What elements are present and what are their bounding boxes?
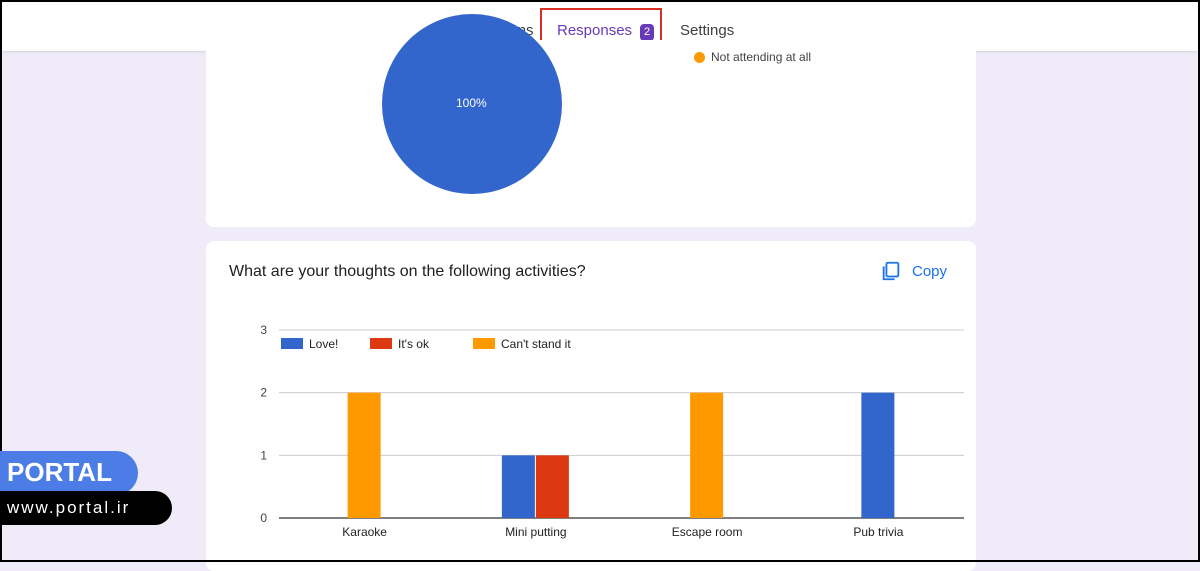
activities-question-card [206,241,976,571]
y-tick-label: 3 [260,323,267,337]
x-tick-label: Karaoke [342,525,387,539]
question-title: What are your thoughts on the following … [229,263,586,280]
tab-settings[interactable]: Settings [680,22,735,39]
bar [347,392,381,518]
legend-label: Love! [309,337,338,351]
legend-swatch [473,338,495,349]
legend-swatch [370,338,392,349]
x-tick-label: Pub trivia [853,525,903,539]
bar [535,455,569,518]
bar [861,392,895,518]
portal-watermark: PORTAL [0,451,138,495]
x-tick-label: Escape room [672,525,743,539]
bar [501,455,535,518]
bar [690,392,724,518]
y-tick-label: 1 [260,448,267,462]
copy-button[interactable]: Copy [880,260,947,282]
x-tick-label: Mini putting [505,525,566,539]
portal-url-watermark: www.portal.ir [0,491,172,525]
legend-label-not-attending: Not attending at all [711,50,812,64]
legend-label: It's ok [398,337,430,351]
y-tick-label: 0 [260,511,267,525]
copy-icon [882,261,900,281]
pie-chart-card [206,40,976,227]
legend-label: Can't stand it [501,337,571,351]
portal-url: www.portal.ir [7,498,131,517]
bar-chart-svg: 0 1 2 3 Karaoke Mini putting Escape room Pub tr… [260,323,964,539]
y-tick-label: 2 [260,386,267,400]
legend-dot-not-attending [694,52,705,63]
legend-swatch [281,338,303,349]
portal-brand: PORTAL [7,457,112,487]
pie-slice [382,14,562,194]
tab-responses[interactable]: Responses [557,22,633,39]
activities-bar-chart: 0 1 2 3 Karaoke Mini putting Escape room Pub tr… [206,300,976,567]
pie-slice-label: 100% [456,96,487,110]
copy-label: Copy [912,262,948,280]
responses-count-badge: 2 [640,24,654,41]
